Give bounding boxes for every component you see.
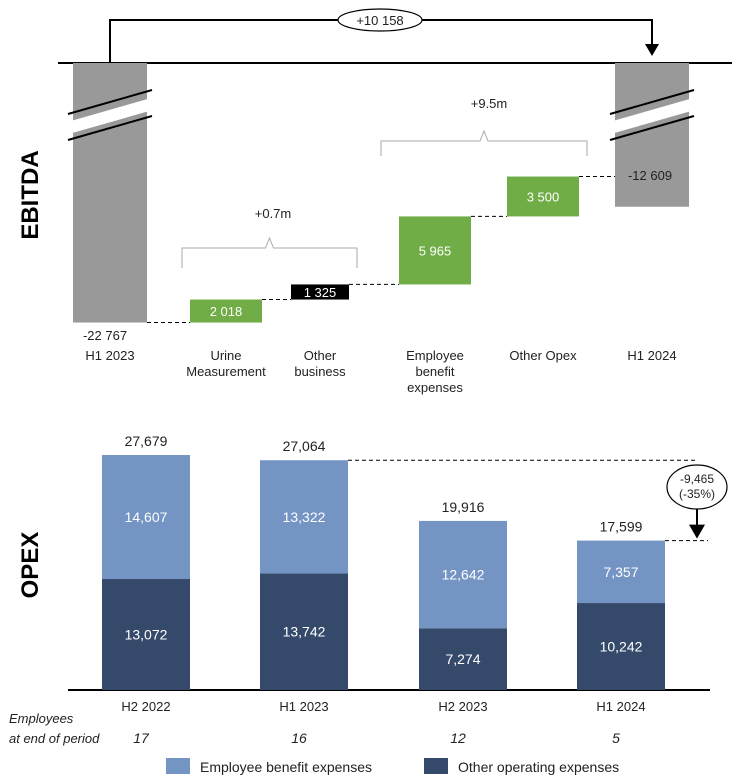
- employees-label: Employees: [9, 711, 74, 726]
- opex-value-label-other-1: 13,742: [283, 624, 326, 640]
- opex-total-label-1: 27,064: [283, 438, 326, 454]
- ebitda-category-label-1: Urine: [210, 348, 241, 363]
- opex-total-label-0: 27,679: [125, 433, 168, 449]
- opex-change-oval: [666, 464, 728, 510]
- employee-count-1: 16: [291, 730, 307, 746]
- break-line-bottom-5: [609, 115, 695, 141]
- total-change-label: +10 158: [356, 13, 403, 28]
- opex-category-label-0: H2 2022: [121, 699, 170, 714]
- opex-total-label-2: 19,916: [442, 499, 485, 515]
- opex-value-label-employee-0: 14,607: [125, 509, 168, 525]
- opex-value-label-other-0: 13,072: [125, 627, 168, 643]
- ebitda-category-label-3: expenses: [407, 380, 463, 395]
- employee-count-3: 5: [612, 730, 620, 746]
- opex-bar-employee-0: [102, 455, 190, 580]
- ebitda-value-label-5: -12 609: [628, 168, 672, 183]
- opex-bar-employee-3: [577, 540, 665, 604]
- ebitda-value-label-1: 2 018: [210, 304, 243, 319]
- legend-swatch-other: [424, 758, 448, 774]
- ebitda-bar-3: [399, 216, 471, 285]
- ebitda-category-label-5: H1 2024: [627, 348, 676, 363]
- ebitda-value-label-0: -22 767: [83, 328, 127, 343]
- opex-value-label-employee-1: 13,322: [283, 509, 326, 525]
- opex-category-label-2: H2 2023: [438, 699, 487, 714]
- ebitda-category-label-1: Measurement: [186, 364, 266, 379]
- opex-category-label-1: H1 2023: [279, 699, 328, 714]
- legend-swatch-employee: [166, 758, 190, 774]
- ebitda-category-label-2: business: [294, 364, 346, 379]
- opex-bar-other-2: [419, 628, 507, 690]
- break-gap-5: [607, 97, 697, 135]
- group-label-1: +9.5m: [471, 96, 508, 111]
- legend-label-other: Other operating expenses: [458, 759, 619, 775]
- opex-change-arrowhead: [689, 524, 705, 539]
- employee-count-2: 12: [450, 730, 466, 746]
- ebitda-bar-4: [507, 176, 579, 217]
- opex-change-label-pct: (-35%): [679, 487, 715, 501]
- ebitda-category-label-4: Other Opex: [509, 348, 577, 363]
- opex-value-label-other-3: 10,242: [600, 639, 643, 655]
- break-line-top-0: [67, 89, 153, 115]
- ebitda-category-label-3: benefit: [415, 364, 454, 379]
- opex-total-label-3: 17,599: [600, 519, 643, 535]
- opex-category-label-3: H1 2024: [596, 699, 645, 714]
- opex-title: OPEX: [17, 532, 44, 599]
- total-change-arrowhead: [645, 44, 659, 56]
- opex-bar-other-1: [260, 573, 348, 690]
- ebitda-category-label-0: H1 2023: [85, 348, 134, 363]
- employee-count-0: 17: [133, 730, 150, 746]
- break-line-bottom-0: [67, 115, 153, 141]
- employees-label-line2: at end of period: [9, 731, 100, 746]
- ebitda-bar-2: [291, 284, 349, 300]
- opex-bar-other-3: [577, 603, 665, 690]
- ebitda-value-label-2: 1 325: [304, 285, 337, 300]
- brace-group-0: [181, 236, 358, 268]
- break-gap-0: [65, 97, 155, 135]
- opex-value-label-other-2: 7,274: [445, 651, 480, 667]
- opex-value-label-employee-2: 12,642: [442, 567, 485, 583]
- ebitda-category-label-2: Other: [304, 348, 337, 363]
- ebitda-value-label-4: 3 500: [527, 189, 560, 204]
- opex-value-label-employee-3: 7,357: [603, 564, 638, 580]
- opex-bar-employee-1: [260, 460, 348, 574]
- ebitda-category-label-3: Employee: [406, 348, 464, 363]
- ebitda-value-label-3: 5 965: [419, 243, 452, 258]
- group-label-0: +0.7m: [255, 206, 292, 221]
- opex-change-label: -9,465: [680, 472, 714, 486]
- opex-bar-employee-2: [419, 520, 507, 629]
- ebitda-bar-1: [190, 299, 262, 323]
- break-line-top-5: [609, 89, 695, 115]
- brace-group-1: [380, 129, 588, 156]
- total-change-oval: [337, 8, 423, 32]
- ebitda-title: EBITDA: [17, 150, 44, 239]
- opex-bar-other-0: [102, 579, 190, 690]
- legend-label-employee: Employee benefit expenses: [200, 759, 372, 775]
